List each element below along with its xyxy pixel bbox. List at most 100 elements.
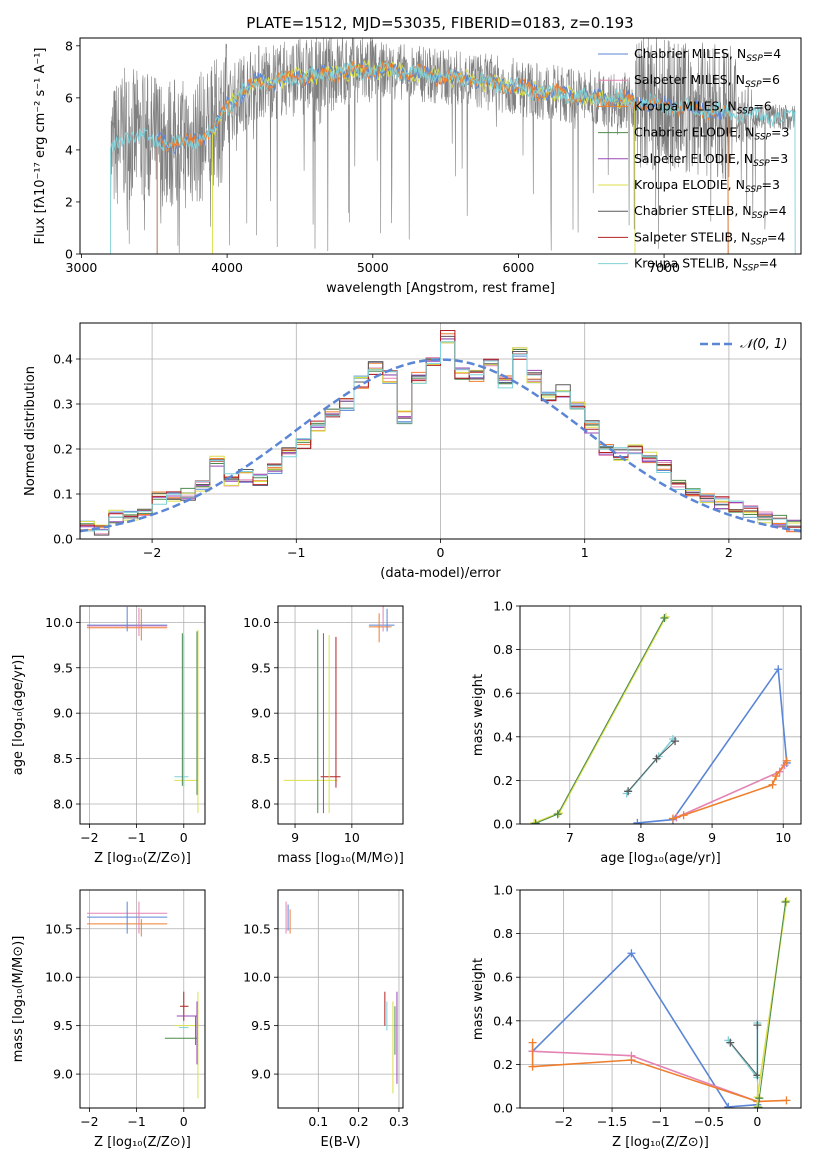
x-tick-label: 8 [637,830,645,845]
massweight_vs_age-frame [519,605,802,825]
series-kroupa_miles-marker [528,1062,537,1071]
y-tick-label: 9.5 [251,660,271,675]
spectrum-plot-area [110,38,796,254]
series-chabrier_stelib-marker [726,1038,735,1047]
series-chabrier_miles-marker [633,818,642,824]
x-tick-label: 0.2 [349,1114,369,1129]
y-tick-label: 4 [65,142,73,157]
series-kroupa_elodie-marker [661,612,670,621]
y-tick-label: 2 [65,194,73,209]
x-tick-label: 9 [291,830,299,845]
massweight_vs_Z-frame [519,889,802,1109]
figure-title: PLATE=1512, MJD=53035, FIBERID=0183, z=0… [246,14,633,32]
y-tick-label: 0.2 [53,442,73,457]
age_vs_Z-frame [79,605,206,825]
y-tick-label: 8.0 [251,797,271,812]
y-tick-label: 0.8 [493,926,513,941]
y-tick-label: 0.0 [53,532,73,547]
residuals-panel: −2 −1 0 1 2 0.0 0.1 0.2 0.3 0.4 (data-model)/error… [23,322,802,581]
series-chabrier_stelib [729,1025,758,1077]
y-tick-label: 8 [65,38,73,53]
y-tick-label: 9.5 [53,660,73,675]
y-tick-label: 0 [65,247,73,262]
series-chabrier_stelib-marker [753,1021,762,1030]
y-tick-label: 9.0 [251,706,271,721]
y-tick-label: 1.0 [493,599,513,614]
massweight_vs_Z-plot-area [528,896,791,1108]
x-axis-label: wavelength [Angstrom, rest frame] [326,281,555,296]
spectrum-panel: 3000 4000 5000 6000 7000 0 2 4 6 8 wavelength [Ang… [33,37,802,296]
x-tick-label: 0 [437,545,445,560]
legend-entry-salpeter_miles: Salpeter MILES, NSSP=6 [634,72,780,90]
age_vs_mass-plot-area [283,606,395,814]
y-tick-label: 9.0 [251,1067,271,1082]
series-chabrier_stelib-marker [624,787,633,796]
series-chabrier_miles [532,951,758,1108]
x-axis-label: age [log₁₀(age/yr)] [600,851,721,866]
normal-curve [80,358,801,533]
series-chabrier_stelib-marker [671,737,680,746]
mass_vs_ebv-frame [277,889,404,1109]
series-chabrier_elodie-marker [660,613,669,622]
y-tick-label: 0.2 [493,1057,513,1072]
y-tick-label: 6 [65,90,73,105]
legend-entry-chabrier_elodie: Chabrier ELODIE, NSSP=3 [634,125,789,143]
y-tick-label: 9.5 [53,1018,73,1033]
series-chabrier_elodie [535,617,665,824]
x-tick-label: 0 [753,1114,761,1129]
observed-spectrum [110,38,796,254]
age_vs_mass-panel: 9 10 8.0 8.5 9.0 9.5 10.0 mass [log₁₀(M/M⊙)] [243,605,404,866]
y-tick-label: 8.0 [53,797,73,812]
y-tick-label: 10.5 [45,921,73,936]
x-tick-label: 4000 [211,260,243,275]
x-tick-label: 3000 [66,260,98,275]
x-tick-label: 0.1 [308,1114,328,1129]
massweight_vs_Z-panel: −2 −1.5 −1 −0.5 0 0.0 0.2 0.4 0.6 0.8 1.0 Z [log₁₀(… [471,883,802,1150]
mass_vs_Z-panel: −2 −1 0 9.0 9.5 10.0 10.5 Z [log₁₀(Z/Z⊙)] mass [… [11,889,206,1150]
series-kroupa_miles-marker [782,1096,791,1105]
x-tick-label: −1 [287,545,305,560]
series-kroupa_miles [672,760,788,820]
x-tick-label: −2 [80,830,98,845]
y-tick-label: 0.1 [53,487,73,502]
legend-entry-kroupa_stelib: Kroupa STELIB, NSSP=4 [634,256,777,274]
y-tick-label: 0.2 [493,773,513,788]
x-tick-label: −2 [80,1114,98,1129]
legend-entry-chabrier_stelib: Chabrier STELIB, NSSP=4 [634,203,787,221]
series-kroupa_miles-marker [627,1056,636,1065]
legend-entry-salpeter_stelib: Salpeter STELIB, NSSP=4 [634,229,785,247]
y-tick-label: 10.0 [243,970,271,985]
legend-normal-label: 𝒩(0, 1) [740,337,787,352]
y-tick-label: 0.0 [493,817,513,832]
x-tick-label: 0 [180,1114,188,1129]
age_vs_Z-panel: −2 −1 0 8.0 8.5 9.0 9.5 10.0 Z [log₁₀(Z/Z⊙)] age … [11,605,206,866]
series-kroupa_elodie-marker [782,896,791,905]
age_vs_Z-plot-area [87,606,199,814]
mass_vs_ebv-plot-area [285,901,398,1094]
y-tick-label: 10.0 [243,615,271,630]
x-tick-label: 5000 [357,260,389,275]
legend-entry-chabrier_miles: Chabrier MILES, NSSP=4 [634,46,781,64]
series-kroupa_elodie-marker [555,809,564,818]
x-tick-label: −2 [554,1114,572,1129]
y-axis-label: Flux [fλ10⁻¹⁷ erg cm⁻² s⁻¹ A⁻¹] [33,48,48,245]
x-tick-label: 2 [725,545,733,560]
series-kroupa_miles-marker [528,1038,537,1047]
series-chabrier_miles-marker [627,949,636,958]
series-chabrier_stelib-marker [652,754,661,763]
y-axis-label: mass weight [471,674,486,756]
y-tick-label: 0.3 [53,397,73,412]
series-chabrier_stelib [627,740,676,792]
y-axis-label: Normed distribution [23,366,38,496]
x-tick-label: −1 [127,1114,145,1129]
series-chabrier_miles-marker [724,1102,733,1108]
x-tick-label: 9 [708,830,716,845]
x-axis-label: Z [log₁₀(Z/Z⊙)] [94,851,191,866]
y-tick-label: 9.0 [53,706,73,721]
y-axis-label: mass weight [471,958,486,1040]
y-tick-label: 0.4 [493,729,513,744]
series-kroupa_miles [531,1042,787,1103]
series-chabrier_elodie-marker [553,810,562,819]
x-tick-label: 0 [180,830,188,845]
series-chabrier_elodie [757,901,786,1108]
